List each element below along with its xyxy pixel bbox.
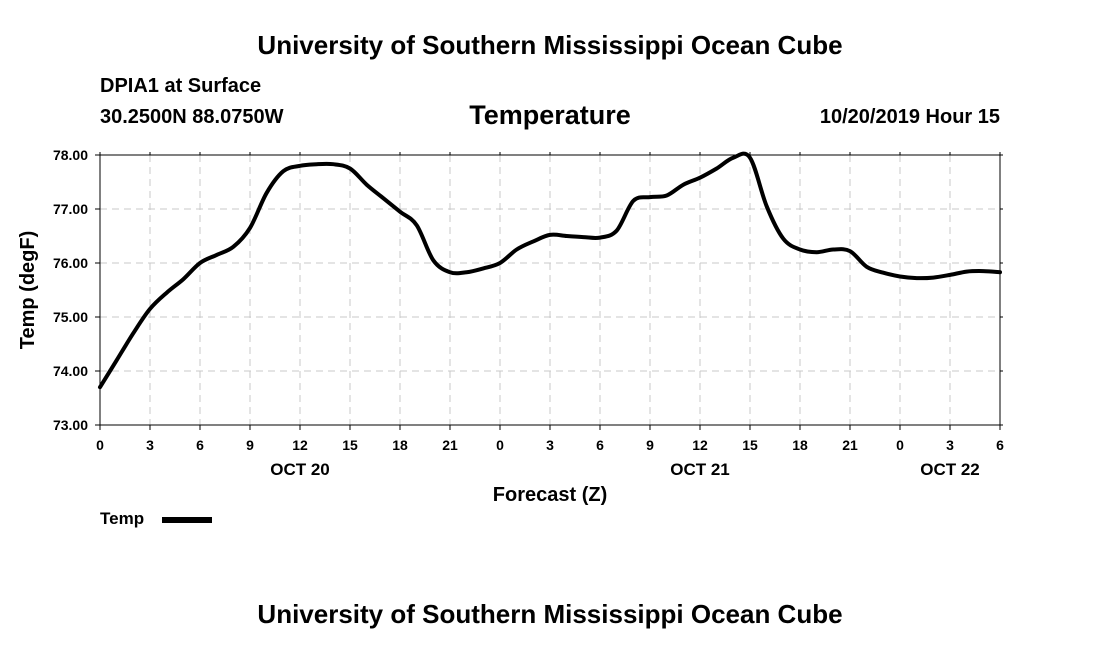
x-tick-label: 15 (742, 437, 758, 453)
y-tick-label: 75.00 (53, 309, 88, 325)
station-name: DPIA1 at Surface (100, 75, 262, 97)
x-tick-label: 9 (646, 437, 654, 453)
chart-header-title: University of Southern Mississippi Ocean… (257, 30, 843, 60)
legend-label-temp: Temp (100, 509, 145, 528)
x-axis-label: Forecast (Z) (493, 484, 607, 506)
y-tick-label: 78.00 (53, 147, 88, 163)
axis-ticks: 73.00 74.00 75.00 76.00 77.00 78.00 0 3 6 9 12 15 18… (53, 147, 1004, 479)
day-label: OCT 21 (670, 460, 730, 479)
x-tick-label: 3 (546, 437, 554, 453)
forecast-datetime: 10/20/2019 Hour 15 (819, 106, 1000, 128)
x-tick-label: 15 (342, 437, 358, 453)
y-tick-label: 73.00 (53, 417, 88, 433)
grid (100, 155, 1000, 425)
x-tick-label: 18 (392, 437, 408, 453)
x-tick-label: 6 (996, 437, 1004, 453)
station-coordinates: 30.2500N 88.0750W (100, 106, 284, 128)
x-tick-label: 12 (292, 437, 308, 453)
series-line-temp (98, 151, 1002, 390)
chart-title: Temperature (469, 100, 631, 130)
chart-footer-title: University of Southern Mississippi Ocean… (257, 599, 843, 629)
legend-swatch-temp (162, 517, 212, 523)
y-tick-label: 77.00 (53, 201, 88, 217)
x-tick-label: 9 (246, 437, 254, 453)
day-label: OCT 20 (270, 460, 330, 479)
x-tick-label: 3 (146, 437, 154, 453)
x-tick-label: 0 (496, 437, 504, 453)
x-tick-label: 6 (196, 437, 204, 453)
x-tick-label: 0 (896, 437, 904, 453)
x-tick-label: 0 (96, 437, 104, 453)
x-tick-label: 6 (596, 437, 604, 453)
x-tick-label: 3 (946, 437, 954, 453)
x-tick-label: 21 (842, 437, 858, 453)
y-axis-label: Temp (degF) (17, 231, 39, 350)
x-tick-label: 18 (792, 437, 808, 453)
x-tick-label: 21 (442, 437, 458, 453)
y-tick-label: 76.00 (53, 255, 88, 271)
x-tick-label: 12 (692, 437, 708, 453)
day-label: OCT 22 (920, 460, 980, 479)
y-tick-label: 74.00 (53, 363, 88, 379)
